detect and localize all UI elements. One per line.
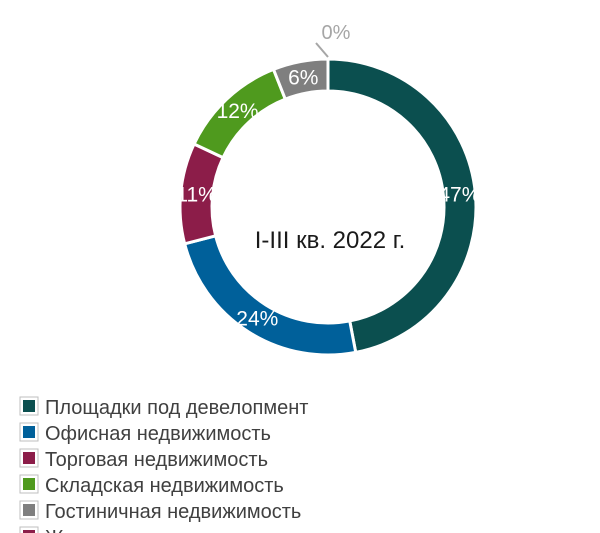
slice-5 — [271, 57, 330, 102]
legend-swatch-2 — [23, 426, 35, 438]
donut-slices — [178, 57, 478, 357]
legend-swatch-5 — [23, 504, 35, 516]
slice-label-1: 47% — [438, 184, 480, 207]
legend: Площадки под девелопмент Офисная недвижим… — [19, 396, 308, 533]
legend-label-6: Жилая недвижимость — [45, 527, 248, 533]
legend-swatch-4 — [23, 478, 35, 490]
legend-label-2: Офисная недвижимость — [45, 423, 271, 445]
legend-swatch-1 — [23, 400, 35, 412]
legend-label-1: Площадки под девелопмент — [45, 397, 308, 419]
slice-label-6: 0% — [322, 22, 351, 44]
slice-label-2: 24% — [236, 308, 278, 331]
legend-swatch-6 — [23, 530, 35, 533]
slice-label-5: 6% — [288, 66, 318, 89]
legend-label-5: Гостиничная недвижимость — [45, 501, 301, 523]
slice-labels: 47% 24% 11% 12% 6%0% — [176, 22, 480, 331]
legend-label-3: Торговая недвижимость — [45, 449, 268, 471]
slice-label-3: 11% — [176, 184, 216, 207]
slice-1 — [326, 57, 478, 355]
legend-swatch-3 — [23, 452, 35, 464]
slice-label-4: 12% — [217, 100, 259, 123]
legend-label-4: Складская недвижимость — [45, 475, 284, 497]
leader-line-6 — [315, 42, 329, 58]
center-label: I-III кв. 2022 г. — [255, 227, 405, 254]
